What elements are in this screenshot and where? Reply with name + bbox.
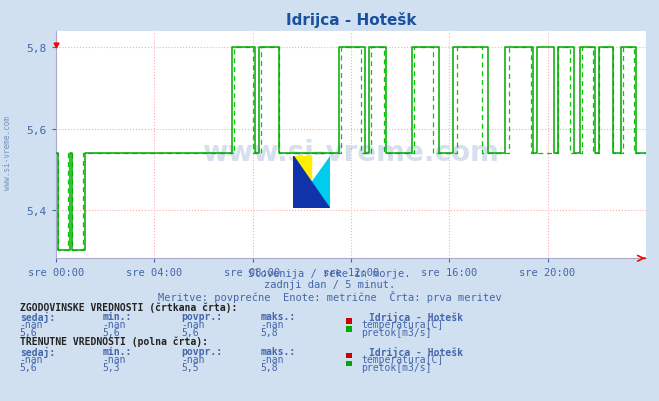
Text: temperatura[C]: temperatura[C] [361, 354, 444, 364]
Text: pretok[m3/s]: pretok[m3/s] [361, 327, 432, 337]
Polygon shape [293, 156, 330, 209]
Text: maks.:: maks.: [260, 311, 295, 321]
Text: -nan: -nan [260, 319, 284, 329]
Bar [293, 156, 312, 182]
Text: Slovenija / reke in morje.: Slovenija / reke in morje. [248, 269, 411, 279]
Text: 5,3: 5,3 [102, 362, 120, 372]
Text: sedaj:: sedaj: [20, 346, 55, 356]
Text: min.:: min.: [102, 346, 132, 356]
Text: 5,6: 5,6 [102, 327, 120, 337]
Text: maks.:: maks.: [260, 346, 295, 356]
Text: -nan: -nan [181, 354, 205, 364]
Text: zadnji dan / 5 minut.: zadnji dan / 5 minut. [264, 279, 395, 290]
Text: 5,8: 5,8 [260, 362, 278, 372]
Text: povpr.:: povpr.: [181, 346, 222, 356]
Text: -nan: -nan [102, 319, 126, 329]
Text: -nan: -nan [181, 319, 205, 329]
Text: 5,6: 5,6 [20, 327, 38, 337]
Text: -nan: -nan [20, 354, 43, 364]
Text: povpr.:: povpr.: [181, 311, 222, 321]
Text: -nan: -nan [20, 319, 43, 329]
Text: -nan: -nan [260, 354, 284, 364]
Text: 5,5: 5,5 [181, 362, 199, 372]
Text: 5,6: 5,6 [20, 362, 38, 372]
Text: temperatura[C]: temperatura[C] [361, 319, 444, 329]
Title: Idrijca - Hotešk: Idrijca - Hotešk [285, 12, 416, 28]
Text: 5,6: 5,6 [181, 327, 199, 337]
Polygon shape [293, 156, 330, 209]
Text: Idrijca - Hotešk: Idrijca - Hotešk [369, 311, 463, 322]
Text: 5,8: 5,8 [260, 327, 278, 337]
Text: TRENUTNE VREDNOSTI (polna črta):: TRENUTNE VREDNOSTI (polna črta): [20, 336, 208, 346]
Text: sedaj:: sedaj: [20, 311, 55, 322]
Text: min.:: min.: [102, 311, 132, 321]
Text: www.si-vreme.com: www.si-vreme.com [3, 115, 13, 189]
Text: pretok[m3/s]: pretok[m3/s] [361, 362, 432, 372]
Text: ZGODOVINSKE VREDNOSTI (črtkana črta):: ZGODOVINSKE VREDNOSTI (črtkana črta): [20, 302, 237, 312]
Text: www.si-vreme.com: www.si-vreme.com [202, 138, 500, 166]
Text: Idrijca - Hotešk: Idrijca - Hotešk [369, 346, 463, 356]
Text: Meritve: povprečne  Enote: metrične  Črta: prva meritev: Meritve: povprečne Enote: metrične Črta:… [158, 290, 501, 302]
Text: -nan: -nan [102, 354, 126, 364]
